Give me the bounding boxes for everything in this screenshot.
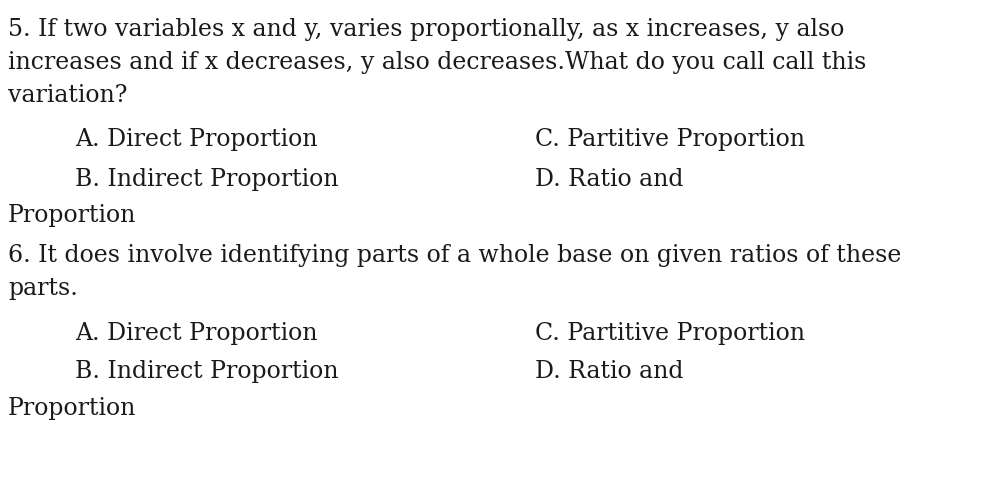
Text: A. Direct Proportion: A. Direct Proportion <box>75 128 317 151</box>
Text: 6. It does involve identifying parts of a whole base on given ratios of these: 6. It does involve identifying parts of … <box>8 244 902 267</box>
Text: Proportion: Proportion <box>8 204 137 227</box>
Text: increases and if x decreases, y also decreases.What do you call call this: increases and if x decreases, y also dec… <box>8 51 866 74</box>
Text: Proportion: Proportion <box>8 397 137 420</box>
Text: parts.: parts. <box>8 277 78 300</box>
Text: B. Indirect Proportion: B. Indirect Proportion <box>75 168 339 191</box>
Text: 5. If two variables x and y, varies proportionally, as x increases, y also: 5. If two variables x and y, varies prop… <box>8 18 844 41</box>
Text: C. Partitive Proportion: C. Partitive Proportion <box>535 322 805 345</box>
Text: D. Ratio and: D. Ratio and <box>535 360 684 383</box>
Text: variation?: variation? <box>8 84 128 107</box>
Text: B. Indirect Proportion: B. Indirect Proportion <box>75 360 339 383</box>
Text: D. Ratio and: D. Ratio and <box>535 168 684 191</box>
Text: C. Partitive Proportion: C. Partitive Proportion <box>535 128 805 151</box>
Text: A. Direct Proportion: A. Direct Proportion <box>75 322 317 345</box>
